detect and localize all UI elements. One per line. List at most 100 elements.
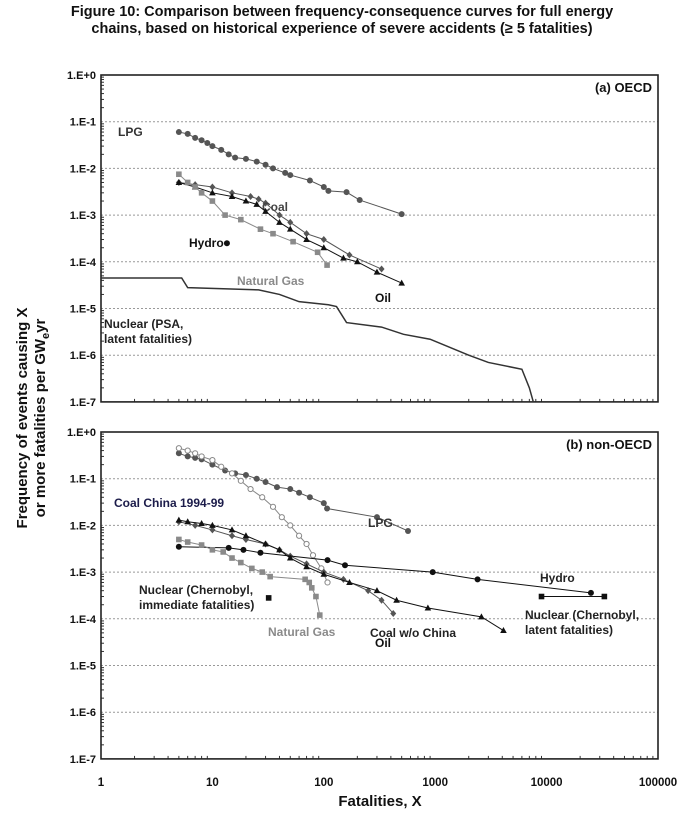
data-point [223,240,230,247]
data-point [198,519,205,526]
y-tick-label: 1.E-5 [70,661,96,673]
y-label-subscript: e [40,333,52,339]
x-tick-label: 1000 [422,777,448,789]
data-point [324,505,331,512]
data-point [262,207,269,214]
series-label: Hydro [540,571,575,585]
series-nuclear-psa-latent-fatalities-: Nuclear (PSA,latent fatalities) [101,277,535,403]
data-point [192,184,198,190]
data-point [340,254,347,261]
data-point [346,251,353,259]
series-oil: Oil [175,516,507,650]
plot-frame [100,74,659,403]
y-tick-label: 1.E+0 [67,70,96,82]
data-point [308,585,315,591]
data-point [314,249,321,256]
data-point [267,573,273,580]
data-point [253,200,261,207]
panel-label: (a) OECD [595,80,652,95]
data-point [601,593,608,600]
data-point [228,470,236,477]
data-point [278,514,285,521]
data-point [276,211,283,219]
data-point [398,279,405,286]
y-tick-label: 1.E-1 [70,117,96,129]
y-axis-label-line-2: or more fatalities per GWeyr [32,319,52,518]
data-point [309,552,317,559]
data-point [287,522,294,529]
data-point [225,151,232,158]
series-oil: Oil [175,178,405,305]
data-point [184,453,191,460]
series-label: Hydro [189,236,224,250]
series-label: Nuclear (PSA, [104,317,183,331]
data-point [282,169,289,176]
series-label: Coal [262,200,288,214]
data-point [398,211,405,218]
data-point [320,236,327,244]
data-point [175,516,183,523]
data-point [259,569,266,575]
data-point [198,542,205,548]
data-point [343,189,350,196]
data-point [287,218,294,226]
data-point [538,593,545,600]
y-tick-label: 1.E-6 [70,350,96,362]
y-tick-label: 1.E-3 [70,210,96,222]
x-axis-label: Fatalities, X [338,793,421,810]
series-label: Oil [375,636,391,650]
data-point [198,137,205,144]
data-point [306,494,313,501]
data-point [262,199,269,207]
data-point [229,555,235,561]
y-tick-label: 1.E-2 [70,163,96,175]
data-point [320,500,327,507]
series-line [178,521,394,614]
series-label: Coal China 1994-99 [114,496,224,510]
data-point [242,155,249,162]
data-point [354,258,361,265]
series-coal: Coal [175,178,385,273]
data-point [325,187,332,194]
data-point [228,526,236,533]
data-point [265,595,272,601]
data-point [218,146,225,153]
data-point [276,218,283,225]
series-natural-gas: Natural Gas [176,171,330,288]
y-tick-label: 1.E-7 [70,397,96,409]
series-label: LPG [368,516,393,530]
series-hydro: Hydro [175,543,594,596]
data-point [192,450,199,457]
data-point [270,230,276,237]
data-point [313,593,319,600]
y-tick-label: 1.E-4 [70,257,97,269]
data-point [287,172,294,179]
data-point [176,536,182,543]
data-point [324,262,330,268]
data-point [306,177,313,184]
data-point [373,514,380,521]
data-point [247,485,254,493]
data-point [262,478,269,485]
data-point [209,198,216,204]
series-line [178,173,328,266]
data-point [247,193,254,201]
data-point [269,503,277,510]
series-label: Coal w/o China [370,626,456,640]
series-coal-w-o-china: Coal w/o China [175,518,456,640]
figure-title-line-1: Figure 10: Comparison between frequency-… [70,4,614,20]
y-tick-label: 1.E+0 [67,427,96,439]
data-point [209,189,216,196]
y-tick-label: 1.E-3 [70,567,96,579]
data-point [184,518,191,525]
series-label: latent fatalities) [525,623,613,637]
series-label: immediate fatalities) [139,598,254,612]
series-nuclear-chernobyl-latent-fatalities-: Nuclear (Chernobyl,latent fatalities) [525,593,639,637]
data-point [240,546,247,553]
data-point [209,143,216,150]
data-point [303,540,310,548]
x-tick-label: 10000 [531,777,563,789]
data-point [209,526,216,534]
data-point [296,489,303,496]
data-point [270,165,277,172]
